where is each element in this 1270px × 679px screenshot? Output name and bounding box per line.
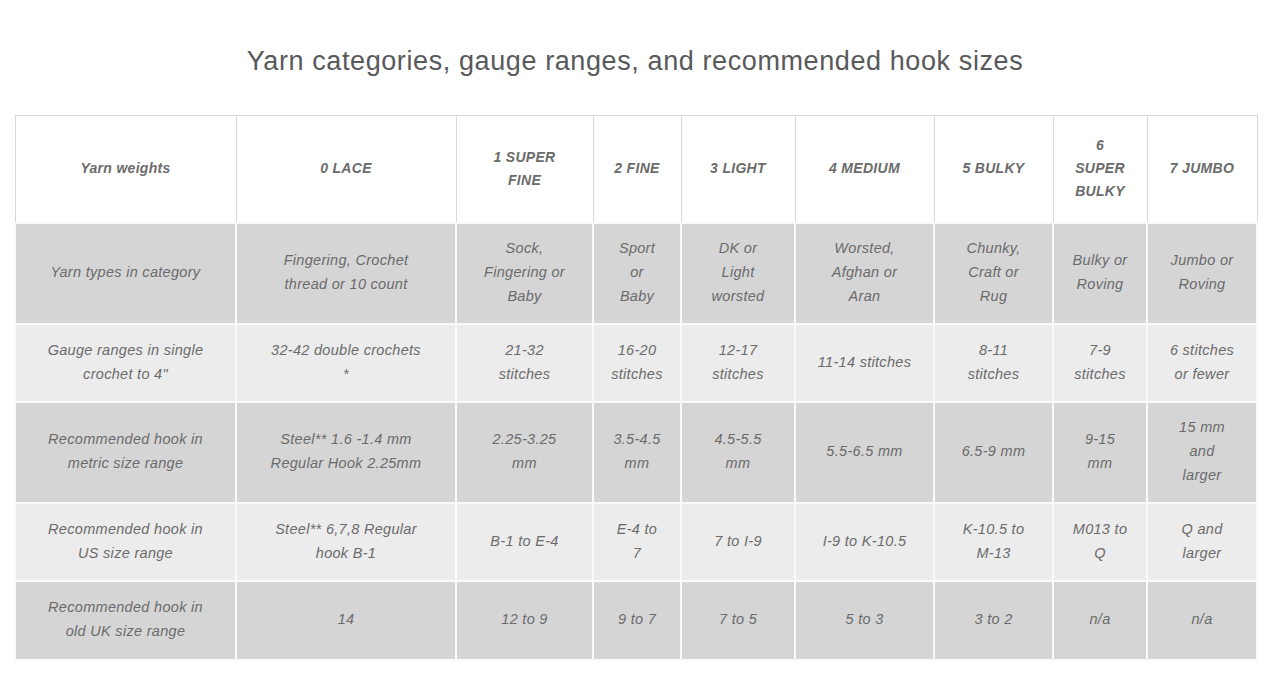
- row-label-hook-uk: Recommended hook in old UK size range: [15, 581, 236, 660]
- table-cell: Jumbo or Roving: [1147, 223, 1257, 324]
- header-cell-1-super-fine: 1 SUPER FINE: [456, 116, 593, 223]
- table-cell: n/a: [1147, 581, 1257, 660]
- table-cell: 3 to 2: [934, 581, 1053, 660]
- page-title: Yarn categories, gauge ranges, and recom…: [0, 0, 1270, 77]
- table-cell: 4.5-5.5 mm: [681, 402, 795, 503]
- table-cell: 3.5-4.5 mm: [593, 402, 681, 503]
- table-cell: K-10.5 to M-13: [934, 503, 1053, 581]
- table-cell: 8-11 stitches: [934, 324, 1053, 402]
- row-gauge-ranges: Gauge ranges in single crochet to 4" 32-…: [15, 324, 1257, 402]
- table-cell: Bulky or Roving: [1053, 223, 1147, 324]
- header-cell-2-fine: 2 FINE: [593, 116, 681, 223]
- table-cell: n/a: [1053, 581, 1147, 660]
- table-cell: 12-17 stitches: [681, 324, 795, 402]
- table-cell: 16-20 stitches: [593, 324, 681, 402]
- table-cell: 9 to 7: [593, 581, 681, 660]
- table-cell: 6.5-9 mm: [934, 402, 1053, 503]
- table-cell: 7-9 stitches: [1053, 324, 1147, 402]
- header-row: Yarn weights 0 LACE 1 SUPER FINE 2 FINE …: [15, 116, 1257, 223]
- table-cell: 9-15 mm: [1053, 402, 1147, 503]
- row-yarn-types: Yarn types in category Fingering, Croche…: [15, 223, 1257, 324]
- header-cell-3-light: 3 LIGHT: [681, 116, 795, 223]
- table-cell: 7 to 5: [681, 581, 795, 660]
- table-cell: 5 to 3: [795, 581, 934, 660]
- header-cell-5-bulky: 5 BULKY: [934, 116, 1053, 223]
- table-cell: Sock, Fingering or Baby: [456, 223, 593, 324]
- row-label-hook-us: Recommended hook in US size range: [15, 503, 236, 581]
- table-cell: 21-32 stitches: [456, 324, 593, 402]
- table-cell: 7 to I-9: [681, 503, 795, 581]
- table-cell: Fingering, Crochet thread or 10 count: [236, 223, 456, 324]
- table-cell: M013 to Q: [1053, 503, 1147, 581]
- table-cell: B-1 to E-4: [456, 503, 593, 581]
- row-label-gauge-ranges: Gauge ranges in single crochet to 4": [15, 324, 236, 402]
- table-cell: Sport or Baby: [593, 223, 681, 324]
- table-cell: DK or Light worsted: [681, 223, 795, 324]
- table-cell: Q and larger: [1147, 503, 1257, 581]
- table-cell: I-9 to K-10.5: [795, 503, 934, 581]
- table-cell: 5.5-6.5 mm: [795, 402, 934, 503]
- table-cell: 32-42 double crochets *: [236, 324, 456, 402]
- header-cell-yarn-weights: Yarn weights: [15, 116, 236, 223]
- header-cell-4-medium: 4 MEDIUM: [795, 116, 934, 223]
- header-cell-7-jumbo: 7 JUMBO: [1147, 116, 1257, 223]
- table-cell: Steel** 6,7,8 Regular hook B-1: [236, 503, 456, 581]
- table-cell: Steel** 1.6 -1.4 mm Regular Hook 2.25mm: [236, 402, 456, 503]
- table-cell: 14: [236, 581, 456, 660]
- row-label-hook-metric: Recommended hook in metric size range: [15, 402, 236, 503]
- row-hook-uk: Recommended hook in old UK size range 14…: [15, 581, 1257, 660]
- table-cell: 6 stitches or fewer: [1147, 324, 1257, 402]
- row-hook-metric: Recommended hook in metric size range St…: [15, 402, 1257, 503]
- row-hook-us: Recommended hook in US size range Steel*…: [15, 503, 1257, 581]
- row-label-yarn-types: Yarn types in category: [15, 223, 236, 324]
- table-cell: Worsted, Afghan or Aran: [795, 223, 934, 324]
- table-cell: Chunky, Craft or Rug: [934, 223, 1053, 324]
- header-cell-0-lace: 0 LACE: [236, 116, 456, 223]
- table-cell: E-4 to 7: [593, 503, 681, 581]
- table-cell: 12 to 9: [456, 581, 593, 660]
- table-cell: 11-14 stitches: [795, 324, 934, 402]
- table-cell: 2.25-3.25 mm: [456, 402, 593, 503]
- header-cell-6-super-bulky: 6 SUPER BULKY: [1053, 116, 1147, 223]
- yarn-categories-table: Yarn weights 0 LACE 1 SUPER FINE 2 FINE …: [14, 115, 1258, 661]
- table-cell: 15 mm and larger: [1147, 402, 1257, 503]
